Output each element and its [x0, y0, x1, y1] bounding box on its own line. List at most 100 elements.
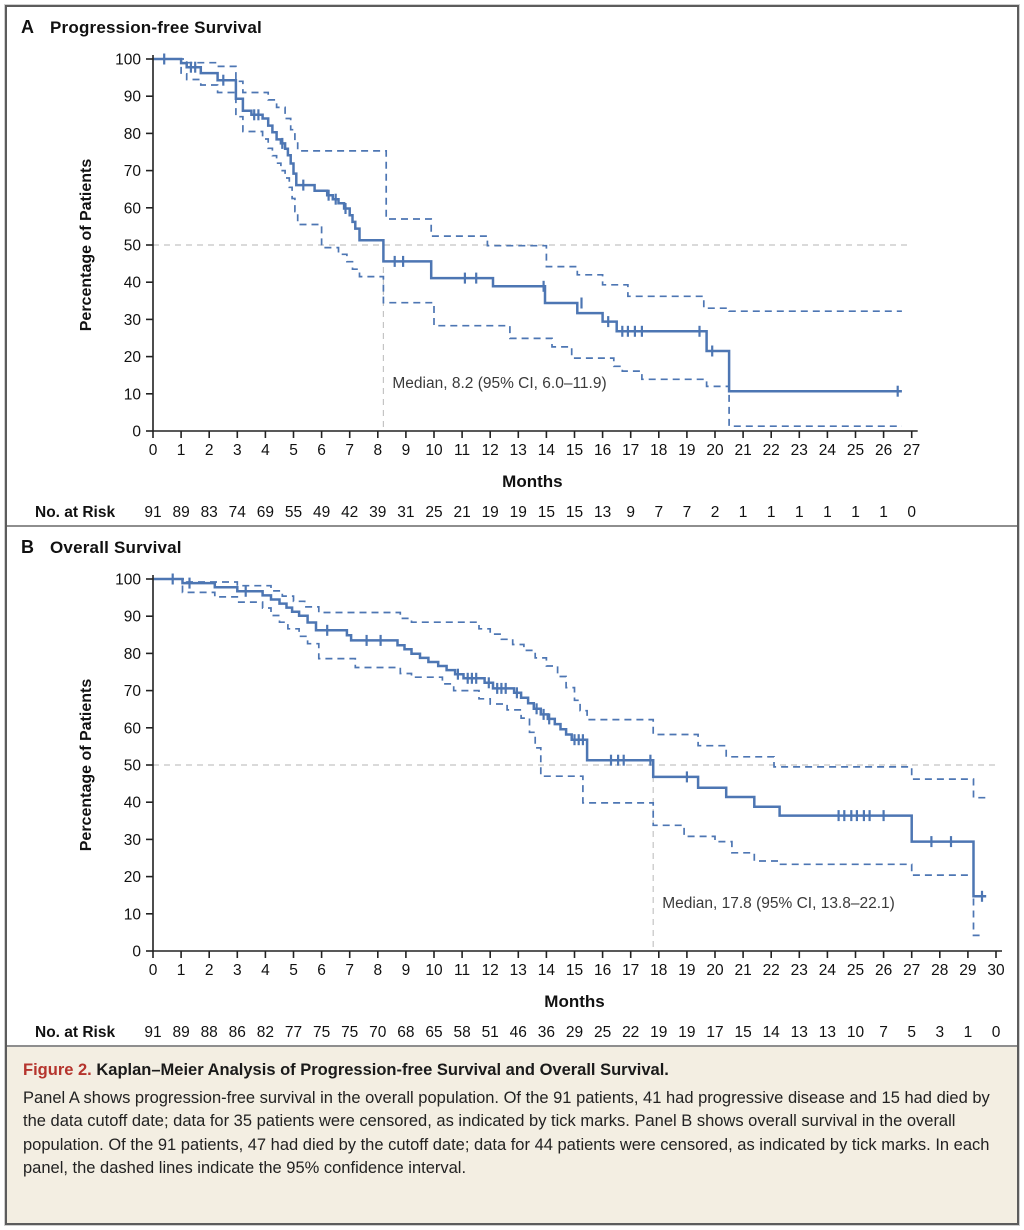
svg-text:19: 19 [678, 442, 695, 459]
svg-text:70: 70 [124, 683, 142, 700]
svg-text:51: 51 [482, 1024, 499, 1041]
svg-text:82: 82 [257, 1024, 274, 1041]
svg-text:17: 17 [622, 442, 639, 459]
svg-text:22: 22 [763, 962, 780, 979]
axes [146, 575, 1002, 958]
svg-text:6: 6 [317, 962, 326, 979]
svg-text:8: 8 [373, 442, 382, 459]
svg-text:10: 10 [425, 962, 443, 979]
panel-divider [7, 525, 1017, 527]
svg-text:1: 1 [767, 504, 776, 521]
svg-text:40: 40 [124, 275, 142, 292]
svg-text:29: 29 [566, 1024, 583, 1041]
svg-text:49: 49 [313, 504, 330, 521]
y-axis-label: Percentage of Patients [78, 159, 95, 332]
pfs-km-curve [153, 57, 902, 393]
svg-text:1: 1 [795, 504, 804, 521]
svg-text:7: 7 [879, 1024, 888, 1041]
svg-text:15: 15 [566, 504, 583, 521]
svg-text:0: 0 [132, 424, 141, 441]
caption-body: Panel A shows progression-free survival … [23, 1089, 990, 1178]
svg-text:100: 100 [115, 52, 141, 69]
svg-text:28: 28 [931, 962, 948, 979]
svg-text:50: 50 [124, 238, 142, 255]
svg-text:3: 3 [935, 1024, 944, 1041]
figure-caption: Figure 2. Kaplan–Meier Analysis of Progr… [7, 1045, 1017, 1223]
svg-text:75: 75 [313, 1024, 330, 1041]
svg-text:24: 24 [819, 962, 837, 979]
svg-text:77: 77 [285, 1024, 302, 1041]
svg-text:18: 18 [650, 962, 667, 979]
svg-text:2: 2 [711, 504, 720, 521]
panel-a-title: Progression-free Survival [50, 18, 262, 37]
svg-text:1: 1 [879, 504, 888, 521]
svg-text:65: 65 [425, 1024, 442, 1041]
svg-text:24: 24 [819, 442, 837, 459]
svg-text:12: 12 [482, 962, 499, 979]
svg-text:91: 91 [144, 504, 161, 521]
svg-text:0: 0 [149, 962, 158, 979]
svg-text:15: 15 [566, 962, 583, 979]
svg-text:20: 20 [706, 442, 724, 459]
svg-text:83: 83 [201, 504, 218, 521]
svg-text:60: 60 [124, 200, 142, 217]
caption-heading: Kaplan–Meier Analysis of Progression-fre… [96, 1061, 669, 1079]
panel-b-title: Overall Survival [50, 538, 182, 557]
svg-text:1: 1 [851, 504, 860, 521]
svg-text:18: 18 [650, 442, 667, 459]
svg-text:25: 25 [847, 962, 864, 979]
svg-text:23: 23 [791, 962, 808, 979]
svg-text:20: 20 [124, 349, 142, 366]
svg-text:1: 1 [739, 504, 748, 521]
svg-text:60: 60 [124, 720, 142, 737]
svg-text:30: 30 [124, 832, 142, 849]
svg-text:26: 26 [875, 962, 892, 979]
svg-text:15: 15 [566, 442, 583, 459]
svg-text:58: 58 [453, 1024, 470, 1041]
svg-text:16: 16 [594, 962, 611, 979]
svg-text:69: 69 [257, 504, 274, 521]
svg-text:13: 13 [819, 1024, 836, 1041]
svg-text:30: 30 [124, 312, 142, 329]
risk-row-label: No. at Risk [35, 1024, 115, 1041]
pfs-ci-upper [153, 58, 902, 313]
svg-text:27: 27 [903, 442, 920, 459]
reference-lines [153, 244, 912, 431]
svg-text:31: 31 [397, 504, 414, 521]
svg-text:74: 74 [229, 504, 247, 521]
svg-text:13: 13 [510, 962, 527, 979]
figure-label: Figure 2. [23, 1061, 92, 1079]
svg-text:6: 6 [317, 442, 326, 459]
svg-text:23: 23 [791, 442, 808, 459]
risk-row-label: No. at Risk [35, 504, 115, 521]
svg-text:19: 19 [650, 1024, 667, 1041]
y-axis-label: Percentage of Patients [78, 679, 95, 852]
svg-text:7: 7 [345, 442, 354, 459]
svg-text:40: 40 [124, 795, 142, 812]
median-annotation: Median, 17.8 (95% CI, 13.8–22.1) [662, 895, 895, 912]
svg-text:19: 19 [678, 1024, 695, 1041]
svg-text:0: 0 [992, 1024, 1001, 1041]
svg-text:4: 4 [261, 442, 270, 459]
svg-text:75: 75 [341, 1024, 358, 1041]
svg-text:19: 19 [510, 504, 527, 521]
svg-text:12: 12 [482, 442, 499, 459]
svg-text:25: 25 [594, 1024, 611, 1041]
os-km-curve [153, 577, 987, 898]
svg-text:10: 10 [425, 442, 443, 459]
svg-text:7: 7 [345, 962, 354, 979]
svg-text:0: 0 [149, 442, 158, 459]
censor-marks [171, 573, 984, 902]
svg-text:7: 7 [654, 504, 663, 521]
svg-text:2: 2 [205, 442, 214, 459]
svg-text:36: 36 [538, 1024, 555, 1041]
svg-text:19: 19 [482, 504, 499, 521]
svg-text:11: 11 [454, 962, 470, 979]
svg-text:17: 17 [706, 1024, 723, 1041]
x-axis-label: Months [544, 992, 604, 1011]
svg-text:27: 27 [903, 962, 920, 979]
